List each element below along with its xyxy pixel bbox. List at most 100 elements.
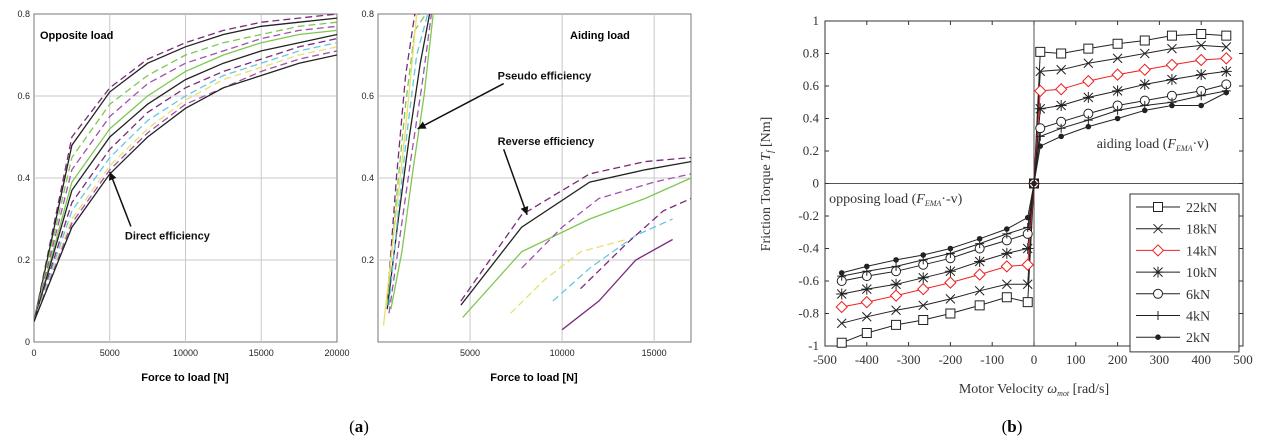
series-line: [580, 197, 691, 290]
series-line: [510, 238, 627, 314]
data-point-marker: [1112, 38, 1123, 49]
chart-opposite-load: 0 5000 10000 15000 20000 0 0.2 0.4 0.6 0.8 Opposi…: [17, 9, 349, 384]
data-point-marker: [1001, 292, 1012, 303]
data-point-marker: [1055, 100, 1067, 111]
data-point-marker: [1112, 85, 1124, 97]
legend-item: 14kN: [1136, 244, 1217, 259]
x-tick-label: 5000: [100, 348, 120, 358]
data-point-marker: [1220, 52, 1233, 65]
series-line: [460, 156, 691, 302]
annotation-label: Pseudo efficiency: [498, 71, 592, 83]
data-point-marker: [891, 305, 901, 316]
data-point-marker: [1082, 74, 1095, 88]
data-point-marker: [1022, 243, 1034, 254]
x-tick-label: -500: [813, 352, 837, 367]
x-tick-label: 20000: [324, 348, 349, 358]
data-point-marker: [976, 235, 983, 242]
data-point-marker: [1138, 63, 1151, 76]
data-point-marker: [1034, 103, 1046, 115]
chart-title: Opposite load: [40, 30, 113, 42]
data-point-marker: [1112, 53, 1123, 64]
annotation-label: aiding load (FEMA·v): [1097, 137, 1209, 153]
data-point-marker: [917, 282, 930, 296]
legend-item: 6kN: [1136, 288, 1210, 303]
y-tick-label: -0.2: [798, 208, 819, 223]
data-point-marker: [920, 252, 927, 258]
series-line: [521, 173, 691, 269]
x-tick-label: 400: [1191, 352, 1211, 367]
chart-friction-torque: -500 -400 -300 -200 -100 0 100 200 300 400 500 -1 -0…: [759, 13, 1253, 398]
series-line: [552, 218, 673, 302]
x-tick-label: 10000: [550, 348, 575, 358]
y-tick-label: -1: [808, 338, 819, 353]
data-point-marker: [1113, 105, 1123, 115]
arrow-head: [108, 171, 117, 181]
data-point-marker: [1153, 223, 1163, 234]
data-point-marker: [1139, 35, 1150, 46]
data-point-marker: [1223, 89, 1230, 96]
series-line: [388, 14, 433, 314]
data-point-marker: [1082, 91, 1094, 103]
y-tick-label: 0.8: [803, 46, 819, 61]
x-tick-label: 0: [1031, 352, 1038, 367]
data-point-marker: [1035, 66, 1046, 77]
legend-label: 2kN: [1186, 331, 1210, 346]
data-point-marker: [1194, 53, 1208, 67]
legend-item: 22kN: [1136, 201, 1217, 216]
data-point-marker: [1153, 311, 1163, 320]
x-tick-label: 200: [1108, 352, 1128, 367]
y-tick-label: 0.6: [361, 91, 374, 101]
data-point-marker: [944, 276, 957, 289]
data-point-marker: [1004, 226, 1010, 232]
panel-label-b: (b): [1002, 417, 1023, 436]
series-line: [34, 42, 337, 322]
x-tick-label: -100: [980, 352, 1004, 367]
data-point-marker: [944, 265, 956, 277]
series-line: [561, 238, 673, 331]
data-point-marker: [1083, 43, 1094, 54]
legend-label: 10kN: [1186, 266, 1217, 281]
legend-item: 18kN: [1136, 223, 1217, 238]
data-point-marker: [918, 300, 929, 311]
y-tick-label: 0.8: [361, 9, 374, 19]
data-point-marker: [1058, 133, 1064, 140]
y-tick-label: 0.6: [803, 78, 820, 93]
annotation-arrow: [417, 82, 505, 130]
y-tick-label: 1: [813, 13, 820, 28]
annotation-label: Direct efficiency: [125, 231, 211, 243]
data-point-marker: [1153, 202, 1163, 212]
x-axis-label: Force to load [N]: [141, 372, 229, 384]
data-point-marker: [890, 278, 902, 290]
x-tick-label: 500: [1233, 352, 1253, 367]
data-point-marker: [1034, 84, 1047, 98]
x-tick-label: -300: [897, 352, 921, 367]
data-point-marker: [1111, 68, 1124, 81]
data-point-marker: [1037, 143, 1044, 149]
data-point-marker: [836, 337, 847, 348]
data-point-marker: [1139, 78, 1151, 90]
y-tick-label: -0.4: [798, 241, 819, 256]
x-tick-label: -200: [938, 352, 962, 367]
data-point-marker: [1196, 40, 1207, 51]
legend-item: 2kN: [1136, 331, 1210, 346]
data-point-marker: [891, 319, 902, 330]
chart-title: Aiding load: [570, 30, 630, 42]
y-tick-label: 0: [813, 176, 820, 191]
annotation-arrow: [502, 148, 528, 216]
y-tick-label: 0.4: [803, 111, 820, 126]
data-point-marker: [1196, 29, 1207, 39]
data-point-marker: [1151, 244, 1165, 257]
series-line: [34, 14, 337, 322]
data-point-marker: [1000, 260, 1014, 273]
series-line: [382, 14, 418, 326]
series-line: [390, 14, 434, 310]
data-point-marker: [836, 288, 848, 300]
y-tick-label: 0.2: [361, 255, 374, 265]
data-point-marker: [1169, 102, 1175, 109]
data-point-marker: [1085, 123, 1092, 130]
series-line: [34, 29, 337, 322]
series-line: [34, 37, 337, 322]
y-tick-label: -0.6: [798, 273, 819, 288]
y-tick-label: 0.6: [17, 91, 30, 101]
